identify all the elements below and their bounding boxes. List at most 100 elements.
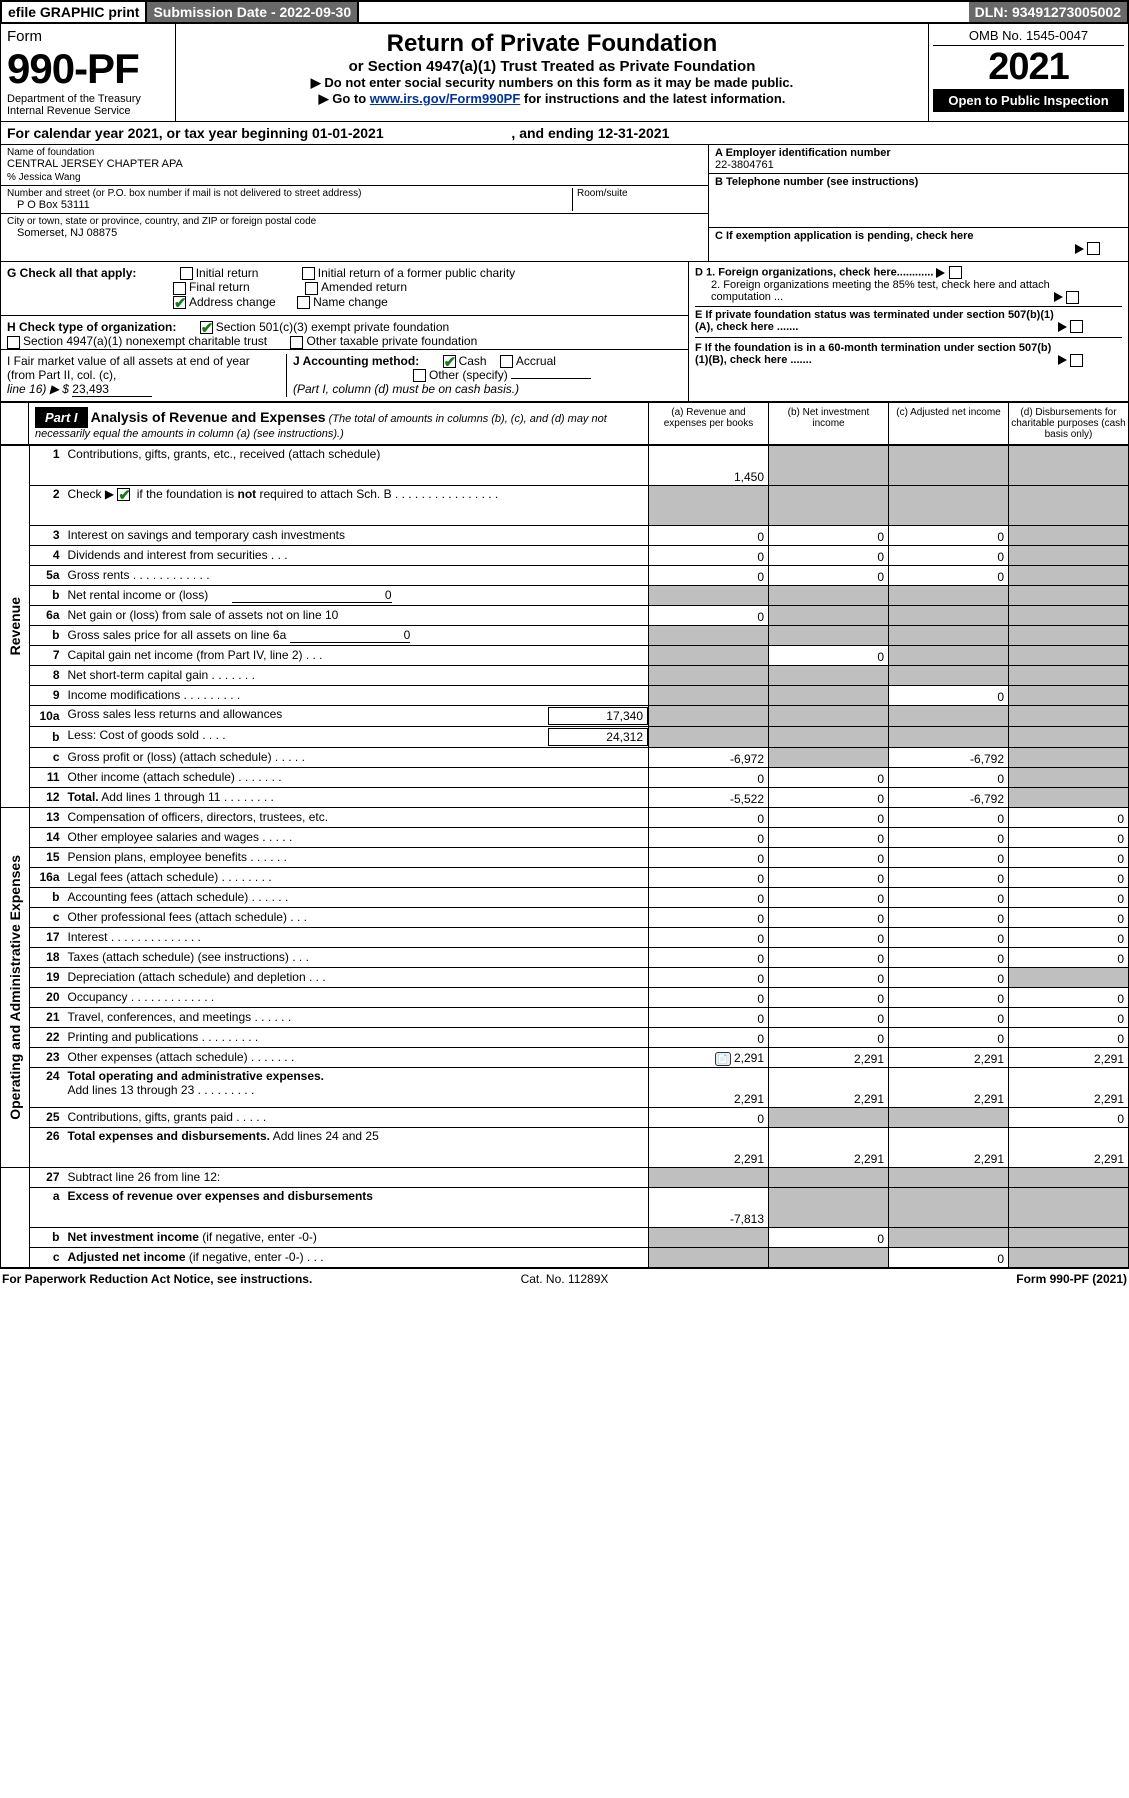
row-desc: Net short-term capital gain . . . . . . …	[64, 665, 649, 685]
ein-label: A Employer identification number	[715, 147, 1122, 159]
col-c-val	[889, 445, 1009, 485]
address: P O Box 53111	[17, 199, 572, 211]
row-num: a	[30, 1187, 64, 1227]
col-a-val	[649, 625, 769, 645]
col-c-val: 0	[889, 767, 1009, 787]
col-d-val: 0	[1009, 907, 1129, 927]
g-amended-cb[interactable]	[305, 282, 318, 295]
form990pf-link[interactable]: www.irs.gov/Form990PF	[370, 91, 521, 106]
row-8: 8Net short-term capital gain . . . . . .…	[1, 665, 1129, 685]
ein: 22-3804761	[715, 159, 1122, 171]
item-e: E If private foundation status was termi…	[695, 309, 1055, 333]
col-c-val	[889, 605, 1009, 625]
row-desc: Income modifications . . . . . . . . .	[64, 685, 649, 705]
h-4947-cb[interactable]	[7, 336, 20, 349]
form-number: 990-PF	[7, 45, 139, 92]
h-501-cb[interactable]	[200, 321, 213, 334]
f-checkbox[interactable]	[1070, 354, 1083, 367]
j-other-cb[interactable]	[413, 369, 426, 382]
col-b-val	[769, 485, 889, 525]
form-title: Return of Private Foundation	[184, 30, 920, 58]
col-b-val	[769, 625, 889, 645]
col-a-val: 0	[649, 807, 769, 827]
col-d-head: (d) Disbursements for charitable purpose…	[1008, 403, 1128, 444]
col-a-val: 2,291	[649, 1127, 769, 1167]
row-21: 21Travel, conferences, and meetings . . …	[1, 1007, 1129, 1027]
col-b-val	[769, 605, 889, 625]
row-num: 11	[30, 767, 64, 787]
part1-title: Analysis of Revenue and Expenses	[91, 409, 326, 425]
row-desc: Taxes (attach schedule) (see instruction…	[64, 947, 649, 967]
row-22: 22Printing and publications . . . . . . …	[1, 1027, 1129, 1047]
row-26: 26Total expenses and disbursements. Add …	[1, 1127, 1129, 1167]
g-addr-cb[interactable]	[173, 296, 186, 309]
g-initial-cb[interactable]	[180, 267, 193, 280]
col-a-val	[649, 1227, 769, 1247]
j-cash-cb[interactable]	[443, 355, 456, 368]
col-c-val: 0	[889, 525, 1009, 545]
row-desc: Gross sales less returns and allowances …	[64, 705, 649, 726]
col-c-head: (c) Adjusted net income	[888, 403, 1008, 444]
col-b-val	[769, 747, 889, 767]
row-desc: Contributions, gifts, grants paid . . . …	[64, 1107, 649, 1127]
col-a-val: 0	[649, 1007, 769, 1027]
row-5a: 5aGross rents . . . . . . . . . . . .000	[1, 565, 1129, 585]
col-a-val	[649, 485, 769, 525]
identification-block: Name of foundation CENTRAL JERSEY CHAPTE…	[0, 145, 1129, 262]
col-c-val: 0	[889, 685, 1009, 705]
col-b-val	[769, 1167, 889, 1187]
col-d-val	[1009, 1187, 1129, 1227]
form-instr1: ▶ Do not enter social security numbers o…	[184, 75, 920, 91]
col-c-val: -6,792	[889, 787, 1009, 807]
col-a-val: 0	[649, 947, 769, 967]
row-desc: Other professional fees (attach schedule…	[64, 907, 649, 927]
col-b-val: 0	[769, 1007, 889, 1027]
col-c-val: 2,291	[889, 1067, 1009, 1107]
col-a-val	[649, 665, 769, 685]
col-d-val	[1009, 565, 1129, 585]
row-desc: Pension plans, employee benefits . . . .…	[64, 847, 649, 867]
col-b-val: 0	[769, 545, 889, 565]
row-num: 13	[30, 807, 64, 827]
d1-checkbox[interactable]	[949, 266, 962, 279]
item-d1: D 1. Foreign organizations, check here..…	[695, 266, 933, 278]
col-b-val: 0	[769, 787, 889, 807]
col-d-val: 2,291	[1009, 1127, 1129, 1167]
col-c-val: 0	[889, 847, 1009, 867]
g-final-cb[interactable]	[173, 282, 186, 295]
j-accrual-cb[interactable]	[500, 355, 513, 368]
g-initial-former-cb[interactable]	[302, 267, 315, 280]
e-checkbox[interactable]	[1070, 320, 1083, 333]
row-desc: Capital gain net income (from Part IV, l…	[64, 645, 649, 665]
h-other-cb[interactable]	[290, 336, 303, 349]
row-num: b	[30, 887, 64, 907]
col-b-val: 0	[769, 767, 889, 787]
calendar-year-line: For calendar year 2021, or tax year begi…	[0, 122, 1129, 145]
col-c-val	[889, 726, 1009, 747]
col-d-val	[1009, 726, 1129, 747]
col-b-val: 0	[769, 525, 889, 545]
attachment-icon[interactable]: 📄	[715, 1052, 731, 1066]
addr-label: Number and street (or P.O. box number if…	[7, 188, 572, 199]
part1-label: Part I	[35, 407, 88, 428]
g-name-cb[interactable]	[297, 296, 310, 309]
c-checkbox[interactable]	[1087, 242, 1100, 255]
col-a-val: 1,450	[649, 445, 769, 485]
name-label: Name of foundation	[7, 147, 702, 158]
row-desc: Travel, conferences, and meetings . . . …	[64, 1007, 649, 1027]
row-c: cOther professional fees (attach schedul…	[1, 907, 1129, 927]
col-b-val	[769, 705, 889, 726]
i-label: I Fair market value of all assets at end…	[7, 354, 250, 382]
row-desc: Interest on savings and temporary cash i…	[64, 525, 649, 545]
col-d-val: 0	[1009, 807, 1129, 827]
col-a-val	[649, 1247, 769, 1267]
i-line16: line 16) ▶ $	[7, 382, 72, 396]
row-num: 16a	[30, 867, 64, 887]
col-a-val: -6,972	[649, 747, 769, 767]
col-c-val	[889, 585, 1009, 605]
row-12: 12Total. Add lines 1 through 11 . . . . …	[1, 787, 1129, 807]
col-c-val	[889, 625, 1009, 645]
d2-checkbox[interactable]	[1066, 291, 1079, 304]
row-24: 24Total operating and administrative exp…	[1, 1067, 1129, 1107]
col-b-val	[769, 585, 889, 605]
